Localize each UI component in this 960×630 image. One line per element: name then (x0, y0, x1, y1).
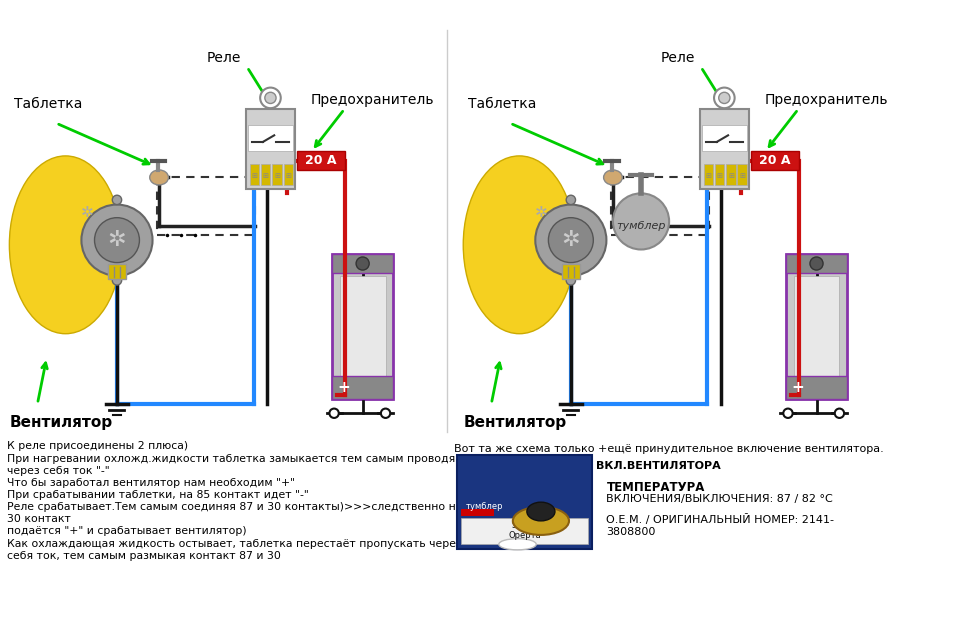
Text: Вот та же схема только +ещё принудительное включение вентилятора.: Вот та же схема только +ещё принудительн… (454, 444, 883, 454)
Circle shape (265, 92, 276, 103)
Text: ⊞: ⊞ (274, 173, 280, 178)
Text: тумблер: тумблер (466, 502, 503, 512)
Bar (786, 254, 847, 399)
Bar (273, 164, 281, 185)
Ellipse shape (513, 507, 569, 535)
Bar (462, 508, 494, 516)
Text: SGR-150-003 ДАТ. ВКЛ.ВЕНТИЛЯТОРА: SGR-150-003 ДАТ. ВКЛ.ВЕНТИЛЯТОРА (477, 460, 721, 470)
Text: Предохранитель: Предохранитель (764, 93, 888, 106)
Bar (283, 164, 293, 185)
Circle shape (719, 92, 730, 103)
Bar (726, 164, 735, 185)
Bar (786, 376, 847, 399)
Circle shape (548, 218, 593, 263)
Circle shape (714, 88, 734, 108)
Text: При нагревании охложд.жидкости таблетка замыкается тем самым проводя: При нагревании охложд.жидкости таблетка … (8, 454, 456, 464)
Circle shape (381, 409, 391, 418)
Circle shape (613, 193, 669, 249)
Text: ✲: ✲ (535, 205, 547, 220)
Bar (250, 164, 259, 185)
Text: Реле срабатывает.Тем самым соединяя 87 и 30 контакты)>>>следственно на: Реле срабатывает.Тем самым соединяя 87 и… (8, 502, 463, 512)
Circle shape (810, 257, 823, 270)
Text: 30 контакт: 30 контакт (8, 514, 71, 524)
Text: Реле: Реле (206, 50, 241, 65)
Bar (332, 376, 393, 399)
Ellipse shape (604, 170, 622, 185)
Circle shape (566, 276, 576, 285)
Bar (340, 276, 386, 388)
Ellipse shape (527, 502, 555, 521)
Circle shape (835, 409, 844, 418)
Text: 20 А: 20 А (759, 154, 791, 167)
Bar (457, 455, 592, 549)
Text: Как охлаждающая жидкость остывает, таблетка перестаёт пропускать через: Как охлаждающая жидкость остывает, табле… (8, 539, 462, 549)
Bar (794, 276, 839, 388)
Text: Вентилятор: Вентилятор (10, 415, 112, 430)
Text: ⊞: ⊞ (739, 173, 745, 178)
Text: Что бы заработал вентилятор нам необходим "+": Что бы заработал вентилятор нам необходи… (8, 478, 296, 488)
Bar (786, 254, 847, 273)
Text: через себя ток "-": через себя ток "-" (8, 466, 110, 476)
Text: ✲: ✲ (562, 230, 580, 250)
Text: Реле: Реле (660, 50, 695, 65)
Circle shape (260, 88, 280, 108)
Circle shape (329, 409, 339, 418)
Text: ⊞: ⊞ (285, 173, 291, 178)
Bar (332, 254, 393, 273)
Bar (737, 164, 747, 185)
Circle shape (94, 218, 139, 263)
Text: ✲: ✲ (108, 230, 127, 250)
Bar (261, 164, 271, 185)
Ellipse shape (150, 170, 168, 185)
Bar (297, 151, 346, 170)
Text: О.Е.М. / ОРИГИНАЛЬНЫЙ НОМЕР: 2141-: О.Е.М. / ОРИГИНАЛЬНЫЙ НОМЕР: 2141- (607, 514, 834, 525)
Circle shape (356, 257, 370, 270)
Ellipse shape (464, 156, 576, 334)
Text: подаётся "+" и срабатывает вентилятор): подаётся "+" и срабатывает вентилятор) (8, 527, 247, 537)
Circle shape (536, 205, 607, 276)
Ellipse shape (499, 539, 537, 550)
Text: Таблетка: Таблетка (468, 98, 537, 112)
Circle shape (783, 409, 793, 418)
Bar (332, 254, 393, 399)
Circle shape (112, 195, 122, 205)
Text: ⊞: ⊞ (263, 173, 269, 178)
Bar (462, 518, 588, 544)
Ellipse shape (10, 156, 122, 334)
Text: +: + (337, 381, 349, 396)
Bar (246, 109, 295, 188)
Circle shape (112, 276, 122, 285)
Bar (751, 151, 800, 170)
Text: себя ток, тем самым размыкая контакт 87 и 30: себя ток, тем самым размыкая контакт 87 … (8, 551, 281, 561)
Bar (702, 125, 747, 151)
Bar (700, 109, 749, 188)
Text: ТЕМПЕРАТУРА: ТЕМПЕРАТУРА (607, 481, 705, 494)
Bar (248, 125, 293, 151)
Text: ⊞: ⊞ (717, 173, 723, 178)
Text: тумблер: тумблер (616, 221, 666, 231)
Text: ВКЛЮЧЕНИЯ/ВЫКЛЮЧЕНИЯ: 87 / 82 °C: ВКЛЮЧЕНИЯ/ВЫКЛЮЧЕНИЯ: 87 / 82 °C (607, 494, 833, 504)
Text: 3808800: 3808800 (607, 527, 656, 537)
Bar (704, 164, 713, 185)
Text: Таблетка: Таблетка (14, 98, 83, 112)
Text: К реле присоединены 2 плюса): К реле присоединены 2 плюса) (8, 442, 188, 451)
Text: Вентилятор: Вентилятор (464, 415, 566, 430)
Text: ✲: ✲ (81, 205, 93, 220)
Circle shape (566, 195, 576, 205)
Bar (108, 263, 127, 278)
Text: Sатар
Орерта: Sатар Орерта (508, 520, 540, 540)
Text: При срабатывании таблетки, на 85 контакт идет "-": При срабатывании таблетки, на 85 контакт… (8, 490, 309, 500)
Bar (562, 263, 580, 278)
Text: ⊞: ⊞ (252, 173, 257, 178)
Text: 20 А: 20 А (305, 154, 337, 167)
Text: Предохранитель: Предохранитель (311, 93, 434, 106)
Text: +: + (791, 381, 804, 396)
Circle shape (82, 205, 153, 276)
Bar (715, 164, 725, 185)
Text: ⊞: ⊞ (706, 173, 711, 178)
Text: ⊞: ⊞ (728, 173, 733, 178)
